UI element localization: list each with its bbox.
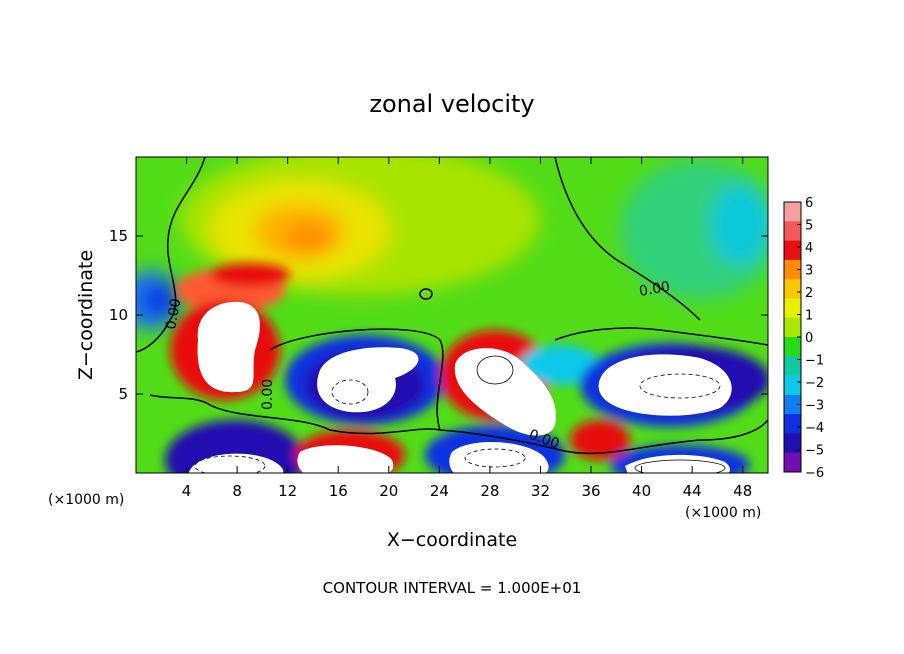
x-tick-label: 16 (329, 482, 348, 500)
x-tick-label: 36 (581, 482, 600, 500)
colorbar-tick-label: 3 (805, 264, 813, 279)
x-axis-unit-left: (×1000 m) (48, 492, 124, 508)
colorbar-tick-label: −5 (805, 444, 824, 459)
x-axis: 4 8 12 16 20 24 28 32 36 40 44 48 (182, 157, 752, 500)
colorbar-tick-label: 0 (805, 331, 813, 346)
x-tick-label: 28 (480, 482, 499, 500)
colorbar-swatch (784, 317, 801, 338)
colorbar: 6 5 4 3 2 1 0 −1 −2 −3 −4 −5 −6 (783, 196, 824, 481)
colorbar-swatch (784, 337, 801, 357)
colorbar-swatch (784, 433, 801, 454)
chart-title: zonal velocity (369, 90, 534, 118)
colorbar-swatch (784, 221, 801, 242)
colorbar-tick-label: −2 (805, 376, 824, 391)
colorbar-swatch (784, 375, 801, 396)
colorbar-tick-label: 2 (805, 286, 813, 301)
x-tick-label: 48 (733, 482, 752, 500)
x-tick-label: 32 (531, 482, 550, 500)
x-tick-label: 44 (683, 482, 702, 500)
y-axis: 5 10 15 (109, 227, 768, 403)
x-axis-label: X−coordinate (387, 529, 517, 551)
colorbar-swatch (784, 414, 801, 434)
colorbar-tick-label: −1 (805, 354, 824, 369)
contour-label: 0.00 (163, 297, 184, 330)
colorbar-tick-label: −3 (805, 399, 824, 414)
x-tick-label: 12 (278, 482, 297, 500)
colorbar-tick-label: 5 (805, 219, 813, 234)
y-tick-label: 15 (109, 227, 128, 245)
colorbar-swatch (784, 356, 801, 377)
y-axis-label: Z−coordinate (75, 250, 97, 380)
x-axis-unit-right: (×1000 m) (685, 505, 761, 521)
colorbar-tick-label: −6 (805, 466, 824, 481)
colorbar-swatch (784, 202, 801, 222)
colorbar-swatch (784, 298, 801, 319)
x-tick-label: 20 (379, 482, 398, 500)
contour-label: 0.00 (638, 279, 671, 300)
y-tick-label: 10 (109, 306, 128, 324)
colorbar-swatch (784, 452, 801, 473)
colorbar-tick-label: 1 (805, 309, 813, 324)
colorbar-swatch (784, 279, 801, 299)
contour-interval-note: CONTOUR INTERVAL = 1.000E+01 (323, 579, 582, 597)
colorbar-swatch (784, 259, 801, 280)
x-tick-label: 40 (632, 482, 651, 500)
x-tick-label: 24 (430, 482, 449, 500)
colorbar-tick-label: 4 (805, 241, 813, 256)
y-tick-label: 5 (118, 385, 128, 403)
colorbar-tick-label: 6 (805, 196, 813, 211)
x-tick-label: 8 (232, 482, 242, 500)
x-tick-label: 4 (182, 482, 192, 500)
colorbar-swatch (784, 394, 801, 415)
colorbar-tick-label: −4 (805, 421, 824, 436)
heatmap-field: 0.00 0.00 0.00 0.00 (136, 157, 768, 473)
contour-label: 0.00 (260, 379, 276, 410)
colorbar-swatch (784, 240, 801, 261)
